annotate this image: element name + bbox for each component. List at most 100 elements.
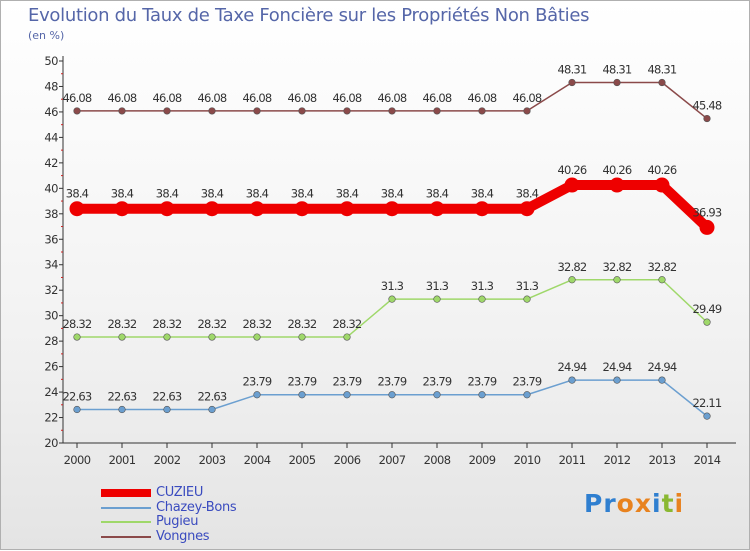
legend-swatch: [101, 521, 151, 523]
data-label-cuzieu: 40.26: [558, 163, 587, 177]
logo-letter: i: [652, 489, 662, 518]
data-label-chazey-bons: 23.79: [333, 375, 362, 389]
y-axis-unit: (en %): [28, 29, 65, 42]
x-tick-label: 2004: [244, 453, 271, 467]
data-label-chazey-bons: 24.94: [558, 360, 587, 374]
logo-letter: P: [584, 489, 604, 518]
data-label-chazey-bons: 22.63: [63, 390, 92, 404]
data-label-chazey-bons: 22.63: [108, 390, 137, 404]
logo-letter: t: [661, 489, 675, 518]
data-point-vongnes: [298, 107, 306, 115]
data-point-cuzieu: [654, 177, 670, 193]
x-tick-label: 2005: [289, 453, 316, 467]
y-tick-label: 40: [44, 181, 58, 195]
data-point-chazey-bons: [478, 391, 486, 399]
y-tick-label: 50: [44, 54, 58, 68]
data-label-chazey-bons: 23.79: [423, 375, 452, 389]
data-point-pugieu: [118, 333, 126, 341]
data-label-pugieu: 28.32: [153, 317, 182, 331]
data-label-cuzieu: 40.26: [603, 163, 632, 177]
data-label-vongnes: 48.31: [648, 63, 677, 77]
data-label-pugieu: 28.32: [243, 317, 272, 331]
data-point-cuzieu: [69, 201, 85, 217]
data-point-vongnes: [208, 107, 216, 115]
data-label-pugieu: 31.3: [471, 279, 494, 293]
x-tick-label: 2014: [694, 453, 721, 467]
data-point-chazey-bons: [163, 405, 171, 414]
legend-swatch: [101, 506, 151, 509]
series-chazey-bons: [73, 376, 711, 420]
x-tick-label: 2010: [514, 453, 541, 467]
data-point-pugieu: [703, 318, 711, 326]
legend-label: Chazey-Bons: [156, 499, 237, 515]
data-label-pugieu: 32.82: [648, 260, 677, 274]
x-tick-label: 2012: [604, 453, 631, 467]
data-point-chazey-bons: [298, 391, 306, 399]
data-label-cuzieu: 38.4: [201, 187, 224, 201]
y-tick-label: 28: [44, 334, 58, 348]
data-label-vongnes: 48.31: [558, 63, 587, 77]
chart-title: Evolution du Taux de Taxe Foncière sur l…: [28, 5, 590, 26]
data-label-chazey-bons: 23.79: [243, 375, 272, 389]
series-vongnes: [73, 78, 711, 123]
data-point-pugieu: [478, 295, 486, 303]
data-label-pugieu: 28.32: [288, 317, 317, 331]
data-point-cuzieu: [429, 201, 445, 217]
data-point-pugieu: [523, 295, 531, 303]
y-tick-label: 26: [44, 360, 58, 374]
data-label-vongnes: 46.08: [63, 91, 92, 105]
data-point-cuzieu: [564, 177, 580, 193]
x-tick-label: 2000: [64, 453, 91, 467]
data-label-cuzieu: 38.4: [246, 187, 269, 201]
y-tick-label: 20: [44, 436, 58, 450]
data-point-pugieu: [208, 333, 216, 341]
data-point-pugieu: [658, 276, 666, 284]
data-point-vongnes: [703, 114, 711, 123]
data-label-vongnes: 46.08: [198, 91, 227, 105]
x-tick-label: 2008: [424, 453, 451, 467]
data-label-pugieu: 28.32: [63, 317, 92, 331]
legend-label: Pugieu: [156, 514, 199, 529]
data-label-chazey-bons: 24.94: [648, 360, 677, 374]
data-label-cuzieu: 40.26: [648, 163, 677, 177]
y-tick-label: 36: [44, 232, 58, 246]
data-label-cuzieu: 38.4: [336, 187, 359, 201]
data-label-pugieu: 31.3: [381, 279, 404, 293]
data-point-pugieu: [163, 333, 171, 341]
y-tick-label: 38: [44, 207, 58, 221]
data-label-vongnes: 46.08: [468, 91, 497, 105]
series-pugieu: [73, 276, 711, 341]
x-tick-label: 2009: [469, 453, 496, 467]
data-point-chazey-bons: [613, 376, 621, 384]
y-tick-label: 24: [44, 385, 58, 399]
data-label-pugieu: 31.3: [516, 279, 539, 293]
y-tick-label: 22: [44, 411, 58, 425]
data-label-chazey-bons: 23.79: [378, 375, 407, 389]
data-labels-layer: 46.08 46.08 46.08 46.08 46.08 46.08 46.08 46.08…: [63, 63, 723, 411]
data-point-vongnes: [658, 78, 666, 87]
data-point-vongnes: [253, 107, 261, 115]
data-point-chazey-bons: [703, 412, 711, 420]
data-point-cuzieu: [384, 201, 400, 217]
x-tick-label: 2013: [649, 453, 676, 467]
data-label-cuzieu: 36.93: [693, 205, 722, 219]
data-label-cuzieu: 38.4: [111, 187, 134, 201]
logo-letter: o: [616, 489, 635, 518]
legend-swatch: [101, 489, 151, 497]
data-point-vongnes: [568, 78, 576, 87]
data-label-chazey-bons: 22.63: [198, 390, 227, 404]
data-label-pugieu: 28.32: [333, 317, 362, 331]
logo-letter: i: [674, 489, 685, 518]
data-label-cuzieu: 38.4: [156, 187, 179, 201]
data-point-chazey-bons: [343, 391, 351, 399]
data-point-vongnes: [523, 107, 531, 115]
data-point-cuzieu: [609, 177, 625, 193]
data-label-cuzieu: 38.4: [471, 187, 494, 201]
y-tick-label: 46: [44, 105, 58, 119]
data-point-cuzieu: [159, 201, 175, 217]
data-label-cuzieu: 38.4: [66, 187, 89, 201]
data-point-cuzieu: [114, 201, 130, 217]
data-point-chazey-bons: [433, 391, 441, 399]
y-tick-label: 42: [44, 156, 58, 170]
